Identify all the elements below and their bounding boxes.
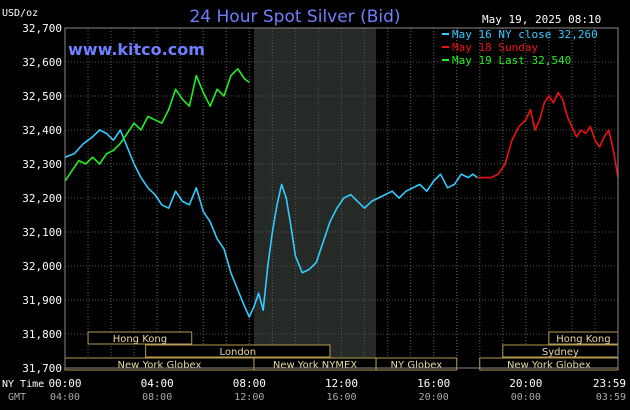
legend-entry: May 18 Sunday (452, 41, 538, 54)
plot-border (64, 27, 619, 369)
legend-entry: May 16 NY close 32,260 (452, 28, 598, 41)
session-bar (375, 357, 458, 371)
x-tick-label-gmt: 00:00 (511, 392, 541, 403)
y-unit-label: USD/oz (2, 8, 38, 19)
y-tick-label: 31,900 (22, 294, 62, 307)
timestamp: May 19, 2025 08:10 (482, 13, 601, 26)
x-tick-label-gmt: 08:00 (142, 392, 172, 403)
session-label: New York Globex (507, 360, 591, 371)
y-tick-label: 32,600 (22, 56, 62, 69)
session-label: Hong Kong (113, 334, 167, 345)
x-axis-ticks: 00:00 04:00 04:00 08:00 08:00 12:00 12:00 16:00… (48, 377, 626, 403)
y-tick-label: 32,500 (22, 90, 62, 103)
session-label: New York Globex (118, 360, 202, 371)
y-tick-label: 32,400 (22, 124, 62, 137)
x-tick-label-gmt: 03:59 (596, 392, 626, 403)
series-line-2 (64, 68, 250, 182)
y-tick-label: 32,200 (22, 192, 62, 205)
session-bar (87, 331, 193, 345)
series-line-0 (64, 129, 478, 318)
session-label: New York NYMEX (273, 360, 358, 371)
x-tick-label-ny: 04:00 (141, 377, 174, 390)
series-layer (64, 68, 619, 318)
x-tick-label-gmt: 20:00 (419, 392, 449, 403)
x-tick-label-ny: 23:59 (593, 377, 626, 390)
session-label: NY Globex (391, 360, 443, 371)
trading-hours-shade (253, 28, 377, 368)
legend-entry: May 19 Last 32,540 (452, 54, 571, 67)
session-label: London (219, 347, 256, 358)
session-bars: Hong Kong London New York Globex New York N… (64, 331, 619, 371)
session-bar (145, 344, 331, 358)
y-axis-ticks: 32,700 32,600 32,500 32,400 32,300 32,200 32,1… (22, 22, 62, 375)
x-tick-label-ny: 20:00 (509, 377, 542, 390)
session-label: Hong Kong (556, 334, 610, 345)
watermark: www.kitco.com (68, 40, 205, 59)
session-label: Sydney (542, 347, 579, 358)
x-tick-label-ny: 08:00 (233, 377, 266, 390)
x-tick-label-gmt: 12:00 (234, 392, 264, 403)
y-tick-label: 32,000 (22, 260, 62, 273)
y-tick-label: 32,300 (22, 158, 62, 171)
x-axis-ny-label: NY Time (2, 379, 44, 390)
chart-title: 24 Hour Spot Silver (Bid) (189, 7, 400, 27)
series-line-1 (477, 91, 619, 179)
x-axis-gmt-label: GMT (8, 392, 26, 403)
y-tick-label: 32,100 (22, 226, 62, 239)
chart-grid-overlay (65, 27, 618, 369)
x-tick-label-ny: 16:00 (417, 377, 450, 390)
x-tick-label-ny: 12:00 (325, 377, 358, 390)
x-tick-label-ny: 00:00 (48, 377, 81, 390)
x-tick-label-gmt: 04:00 (50, 392, 80, 403)
y-tick-label: 31,800 (22, 328, 62, 341)
y-tick-label: 31,700 (22, 362, 62, 375)
x-tick-label-gmt: 16:00 (326, 392, 356, 403)
y-tick-label: 32,700 (22, 22, 62, 35)
